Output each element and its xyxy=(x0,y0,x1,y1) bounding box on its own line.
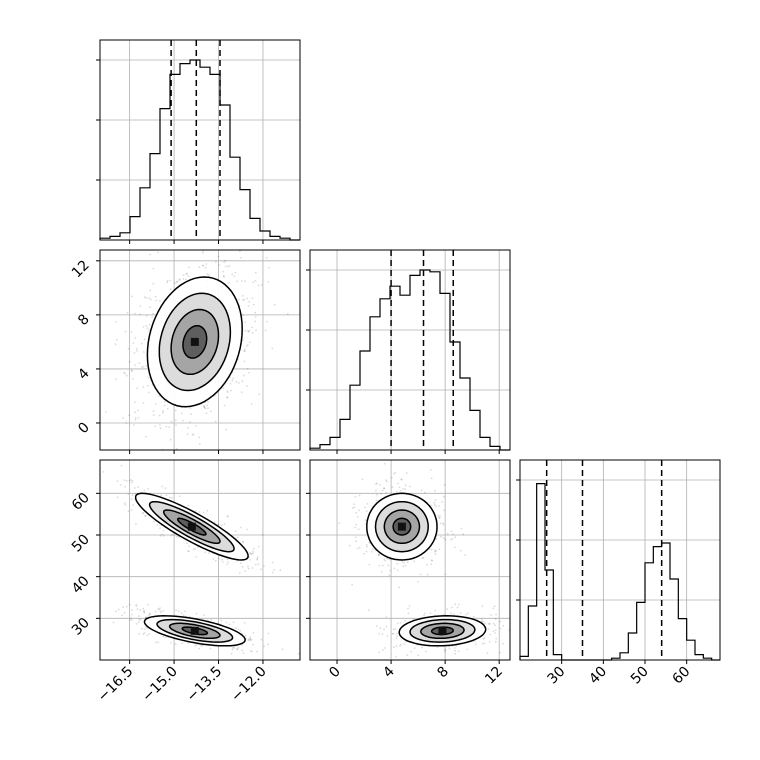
histogram-2 xyxy=(309,250,510,451)
histogram-2-steps xyxy=(309,269,510,451)
histogram-3 xyxy=(519,460,720,661)
y-tick-label: 60 xyxy=(69,490,93,514)
histogram-1-grid xyxy=(100,40,300,240)
contour-cluster-1 xyxy=(146,276,243,408)
x-tick-label: −12.0 xyxy=(228,664,270,706)
x-tick-label: −16.5 xyxy=(95,664,137,706)
contour-line xyxy=(146,276,243,408)
contour-cluster-1 xyxy=(366,492,438,561)
x-tick-label: 30 xyxy=(545,664,569,688)
contour-line xyxy=(158,292,232,392)
histogram-3-grid xyxy=(520,460,720,660)
axes-frame-1-1 xyxy=(99,39,301,241)
joint-grid-1-3 xyxy=(100,460,300,660)
contour-line xyxy=(420,622,465,640)
contour-line xyxy=(366,492,438,561)
axes-frames xyxy=(99,39,721,661)
contour-cluster-2 xyxy=(143,615,246,647)
density-peak xyxy=(190,626,199,635)
contour-line xyxy=(383,509,421,545)
contour-line xyxy=(398,615,487,647)
x-tick-label: 8 xyxy=(434,664,452,682)
joint-panel-2-3 xyxy=(338,462,510,658)
grid-layer xyxy=(100,40,720,660)
contour-line xyxy=(168,622,221,640)
joint-panel-1-2 xyxy=(104,250,289,450)
contour-line xyxy=(409,618,476,643)
x-tick-label: 4 xyxy=(380,663,398,681)
contour-line xyxy=(143,615,246,647)
y-tick-label: 0 xyxy=(75,419,93,437)
contour-line xyxy=(392,517,412,536)
contour-line xyxy=(430,626,454,636)
contour-line xyxy=(374,500,429,553)
x-tick-label: 60 xyxy=(670,664,694,688)
y-tick-label: 12 xyxy=(69,257,93,281)
x-tick-label: −15.0 xyxy=(139,664,181,706)
y-tick-label: 40 xyxy=(69,573,93,597)
histogram-3-steps xyxy=(519,483,720,661)
contour-line xyxy=(177,517,207,536)
contour-line xyxy=(156,618,234,643)
axes-frame-1-2 xyxy=(99,249,301,451)
contour-cluster-2 xyxy=(398,615,487,647)
axes-frame-2-2 xyxy=(309,249,511,451)
data-layer xyxy=(99,40,720,661)
density-peak xyxy=(187,522,196,531)
x-tick-label: 50 xyxy=(628,664,652,688)
x-tick-label: −13.5 xyxy=(184,664,226,706)
contour-line xyxy=(148,500,235,553)
contour-line xyxy=(182,324,208,359)
contour-cluster-1 xyxy=(134,492,249,561)
contour-line xyxy=(170,308,220,376)
y-tick-label: 4 xyxy=(75,365,93,383)
y-tick-label: 50 xyxy=(69,532,93,556)
x-tick-label: 12 xyxy=(482,664,506,688)
density-peak xyxy=(438,626,447,635)
joint-panel-1-3 xyxy=(102,464,300,660)
contour-line xyxy=(162,509,221,545)
histogram-1-steps xyxy=(99,59,300,241)
x-tick-label: 0 xyxy=(326,664,344,682)
axes-frame-2-3 xyxy=(309,459,511,661)
contour-line xyxy=(134,492,249,561)
axes-frame-3-3 xyxy=(519,459,721,661)
axes-frame-1-3 xyxy=(99,459,301,661)
y-tick-label: 8 xyxy=(75,311,93,329)
contour-line xyxy=(181,626,209,636)
y-tick-label: 30 xyxy=(69,615,93,639)
density-peak xyxy=(190,337,199,346)
x-tick-label: 40 xyxy=(586,664,610,688)
density-peak xyxy=(397,522,406,531)
histogram-1 xyxy=(99,40,300,241)
joint-grid-2-3 xyxy=(310,460,510,660)
